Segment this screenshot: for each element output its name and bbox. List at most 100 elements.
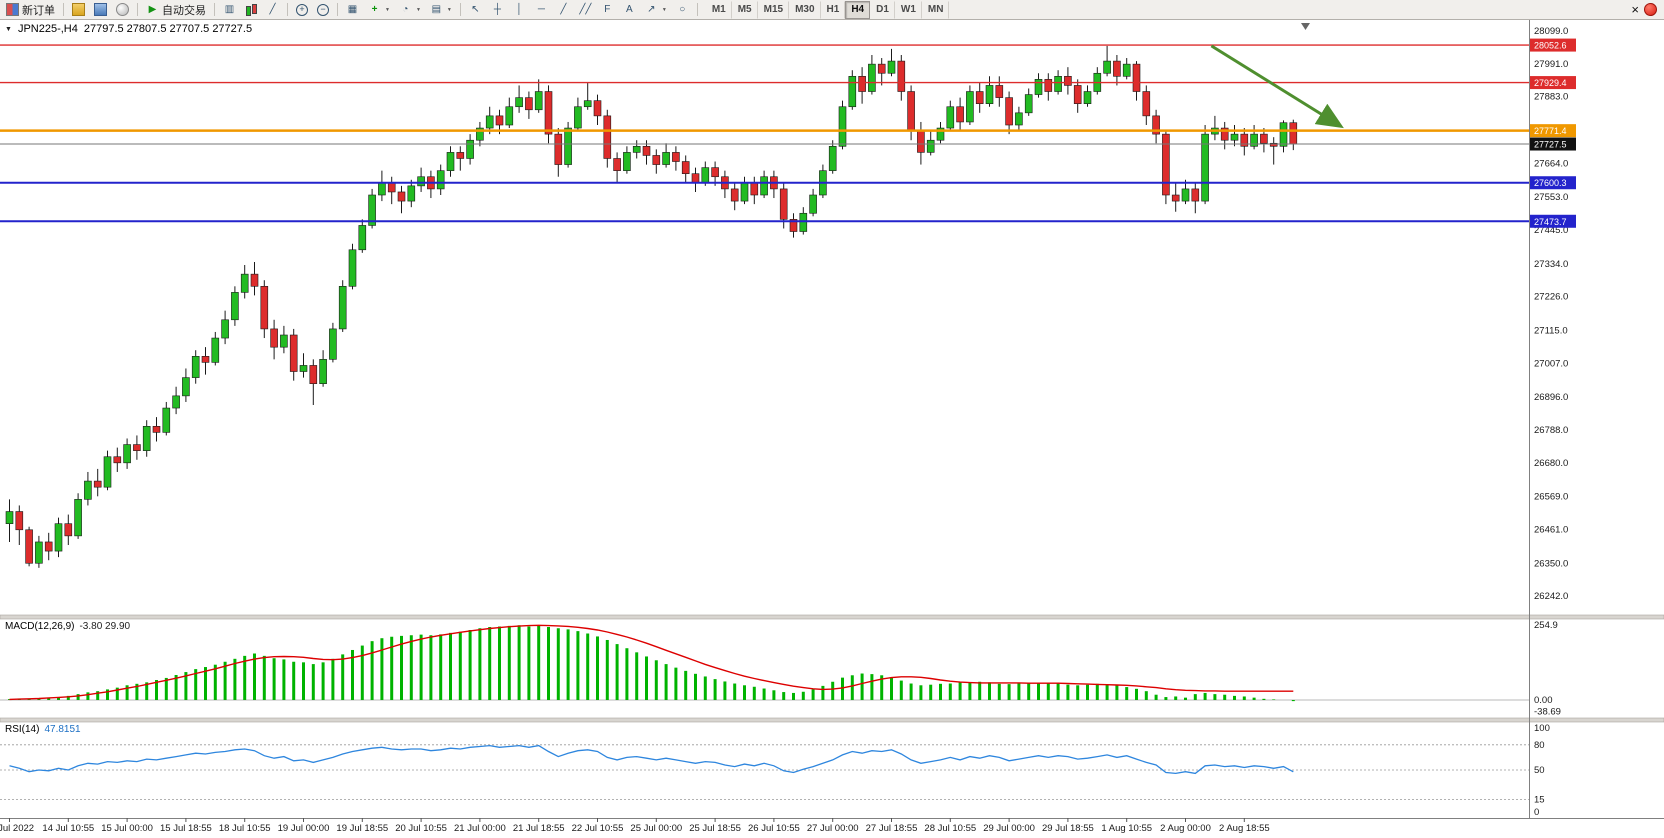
timeframe-button-mn[interactable]: MN [922, 0, 950, 19]
horizontal-line-tool-button[interactable]: ─ [531, 2, 552, 18]
svg-text:254.9: 254.9 [1534, 620, 1558, 631]
main-toolbar: 新订单 ▶ 自动交易 ▥ ╱ + − ▦ + ▼ ◔ ▼ ▤ ▼ ↖ ┼ │ ─ ╱ … [0, 0, 1664, 20]
cursor-icon: ↖ [471, 3, 480, 15]
svg-text:27600.3: 27600.3 [1534, 178, 1567, 188]
svg-text:29 Jul 00:00: 29 Jul 00:00 [983, 823, 1035, 834]
crosshair-icon: ┼ [493, 3, 501, 15]
time-axis[interactable]: 13 Jul 2022 14 Jul 10:55 15 Jul 00:00 15 Ju… [0, 818, 1270, 834]
trend-arrow-annotation[interactable] [1210, 44, 1344, 129]
panel-separator[interactable] [0, 614, 1664, 620]
candlestick-series [5, 45, 1298, 568]
svg-text:27334.0: 27334.0 [1534, 259, 1568, 270]
svg-text:27 Jul 18:55: 27 Jul 18:55 [866, 823, 918, 834]
zoom-in-button[interactable]: + [292, 2, 312, 18]
chart-symbol-label: JPN225-,H4 [17, 23, 78, 35]
templates-button[interactable]: ▤ ▼ [426, 2, 456, 18]
trendline-tool-button[interactable]: ╱ [553, 2, 574, 18]
svg-text:1 Aug 10:55: 1 Aug 10:55 [1101, 823, 1152, 834]
timeframe-button-w1[interactable]: W1 [895, 0, 922, 19]
svg-text:80: 80 [1534, 740, 1545, 751]
navigator-button[interactable] [112, 2, 133, 18]
text-tool-button[interactable]: A [619, 2, 640, 18]
line-chart-button[interactable]: ╱ [262, 2, 283, 18]
timeframe-button-d1[interactable]: D1 [870, 0, 895, 19]
timeframe-button-m5[interactable]: M5 [732, 0, 758, 19]
chevron-down-icon: ▼ [415, 6, 421, 13]
svg-text:14 Jul 10:55: 14 Jul 10:55 [42, 823, 94, 834]
candlestick-chart-button[interactable] [241, 2, 261, 18]
new-order-button[interactable]: 新订单 [2, 2, 59, 18]
svg-text:25 Jul 18:55: 25 Jul 18:55 [689, 823, 741, 834]
zoom-out-button[interactable]: − [313, 2, 333, 18]
svg-text:2 Aug 00:00: 2 Aug 00:00 [1160, 823, 1211, 834]
svg-text:18 Jul 10:55: 18 Jul 10:55 [219, 823, 271, 834]
bar-chart-button[interactable]: ▥ [219, 2, 240, 18]
profiles-button[interactable] [90, 2, 111, 18]
svg-text:26680.0: 26680.0 [1534, 458, 1568, 469]
svg-text:27883.0: 27883.0 [1534, 92, 1568, 103]
toolbar-separator [459, 3, 461, 16]
close-icon[interactable]: × [1631, 2, 1639, 17]
svg-text:27007.0: 27007.0 [1534, 358, 1568, 369]
indicators-plus-icon: + [371, 3, 378, 15]
fibonacci-tool-button[interactable]: F [597, 2, 618, 18]
auto-trading-play-icon: ▶ [148, 3, 157, 15]
line-chart-icon: ╱ [269, 3, 276, 15]
trendline-icon: ╱ [560, 3, 567, 15]
channel-tool-button[interactable]: ╱╱ [575, 2, 596, 18]
connection-status-icon [1644, 3, 1657, 16]
new-order-label: 新订单 [22, 4, 55, 17]
vertical-line-tool-button[interactable]: │ [509, 2, 530, 18]
svg-text:13 Jul 2022: 13 Jul 2022 [0, 823, 34, 834]
right-shift-marker [1301, 23, 1310, 30]
svg-text:15: 15 [1534, 794, 1545, 805]
new-chart-button[interactable] [68, 2, 89, 18]
timeframe-button-h4[interactable]: H4 [845, 0, 871, 19]
toolbar-separator [214, 3, 215, 16]
panel-separator[interactable] [0, 717, 1664, 723]
timeframe-button-m15[interactable]: M15 [758, 0, 790, 19]
rsi-line [9, 744, 1294, 775]
indicator-scales: 254.9 0.00-38.69 100 80 50 15 0 [1534, 620, 1561, 818]
auto-trading-button[interactable]: ▶ 自动交易 [142, 2, 210, 18]
price-axis[interactable]: 28099.0 27991.0 27883.0 27664.0 27553.0 27445… [1534, 26, 1568, 602]
svg-text:27473.7: 27473.7 [1534, 217, 1567, 227]
chart-menu-icon[interactable]: ▼ [5, 25, 12, 33]
shapes-tool-button[interactable]: ○ [672, 2, 693, 18]
tile-windows-button[interactable]: ▦ [342, 2, 363, 18]
timeframe-button-m30[interactable]: M30 [789, 0, 821, 19]
auto-trading-label: 自动交易 [162, 4, 206, 17]
svg-text:26569.0: 26569.0 [1534, 492, 1568, 503]
horizontal-level-lines[interactable] [0, 44, 1529, 223]
svg-text:27929.4: 27929.4 [1534, 78, 1567, 88]
svg-text:27771.4: 27771.4 [1534, 126, 1567, 136]
svg-text:27664.0: 27664.0 [1534, 158, 1568, 169]
svg-text:26350.0: 26350.0 [1534, 558, 1568, 569]
svg-text:2 Aug 18:55: 2 Aug 18:55 [1219, 823, 1270, 834]
timeframe-button-m1[interactable]: M1 [706, 0, 732, 19]
macd-name: MACD(12,26,9) [5, 621, 75, 632]
vertical-line-icon: │ [516, 3, 523, 15]
navigator-icon [116, 3, 129, 16]
crosshair-tool-button[interactable]: ┼ [487, 2, 508, 18]
toolbar-separator [287, 3, 288, 16]
svg-text:26 Jul 10:55: 26 Jul 10:55 [748, 823, 800, 834]
cursor-tool-button[interactable]: ↖ [465, 2, 486, 18]
timeframe-button-h1[interactable]: H1 [821, 0, 846, 19]
toolbar-separator [137, 3, 138, 16]
templates-icon: ▤ [431, 3, 442, 15]
chart-symbol-ohlc: ▼ JPN225-,H4 27797.5 27807.5 27707.5 277… [5, 23, 252, 35]
toolbar-separator [63, 3, 64, 16]
chevron-down-icon: ▼ [661, 6, 667, 13]
indicators-button[interactable]: + ▼ [364, 2, 394, 18]
svg-text:25 Jul 00:00: 25 Jul 00:00 [630, 823, 682, 834]
periods-button[interactable]: ◔ ▼ [395, 2, 425, 18]
timeframe-toolbar: M1 M5 M15 M30 H1 H4 D1 W1 MN [706, 0, 950, 19]
arrows-tool-button[interactable]: ↗ ▼ [641, 2, 671, 18]
svg-text:0.00: 0.00 [1534, 695, 1553, 706]
rsi-indicator-label: RSI(14) 47.8151 [5, 724, 81, 735]
arrows-icon: ↗ [647, 3, 656, 15]
chart-ohlc-values: 27797.5 27807.5 27707.5 27727.5 [83, 23, 253, 35]
svg-text:19 Jul 18:55: 19 Jul 18:55 [336, 823, 388, 834]
